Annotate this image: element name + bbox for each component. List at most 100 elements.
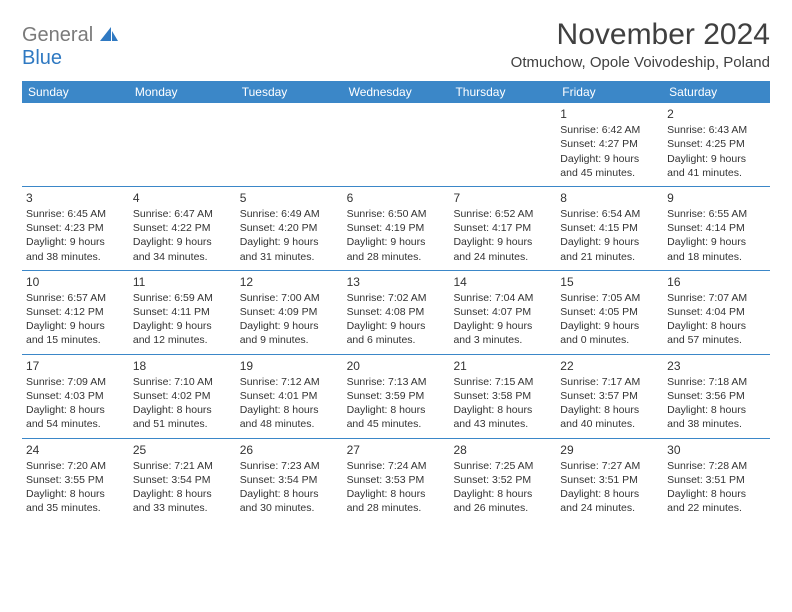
daylight-text: and 18 minutes. xyxy=(667,250,766,264)
sunset-text: Sunset: 4:17 PM xyxy=(453,221,552,235)
sunrise-text: Sunrise: 6:57 AM xyxy=(26,291,125,305)
daylight-text: Daylight: 9 hours xyxy=(26,319,125,333)
day-number: 23 xyxy=(667,358,766,374)
sunrise-text: Sunrise: 7:21 AM xyxy=(133,459,232,473)
sunset-text: Sunset: 4:15 PM xyxy=(560,221,659,235)
day-cell: 12Sunrise: 7:00 AMSunset: 4:09 PMDayligh… xyxy=(236,271,343,354)
sunrise-text: Sunrise: 6:59 AM xyxy=(133,291,232,305)
weekday-header-thu: Thursday xyxy=(449,81,556,103)
day-number: 3 xyxy=(26,190,125,206)
sunset-text: Sunset: 4:07 PM xyxy=(453,305,552,319)
daylight-text: Daylight: 8 hours xyxy=(240,403,339,417)
daylight-text: Daylight: 8 hours xyxy=(560,487,659,501)
daylight-text: and 40 minutes. xyxy=(560,417,659,431)
logo-word-general: General xyxy=(22,24,93,46)
sunset-text: Sunset: 4:23 PM xyxy=(26,221,125,235)
sunrise-text: Sunrise: 7:10 AM xyxy=(133,375,232,389)
daylight-text: Daylight: 8 hours xyxy=(26,487,125,501)
daylight-text: and 0 minutes. xyxy=(560,333,659,347)
daylight-text: Daylight: 9 hours xyxy=(240,319,339,333)
daylight-text: and 41 minutes. xyxy=(667,166,766,180)
day-number: 12 xyxy=(240,274,339,290)
sunset-text: Sunset: 3:59 PM xyxy=(347,389,446,403)
sunrise-text: Sunrise: 7:20 AM xyxy=(26,459,125,473)
day-cell: 26Sunrise: 7:23 AMSunset: 3:54 PMDayligh… xyxy=(236,439,343,522)
day-number: 28 xyxy=(453,442,552,458)
daylight-text: and 9 minutes. xyxy=(240,333,339,347)
day-number: 30 xyxy=(667,442,766,458)
day-cell: 21Sunrise: 7:15 AMSunset: 3:58 PMDayligh… xyxy=(449,355,556,438)
weekday-header-wed: Wednesday xyxy=(343,81,450,103)
daylight-text: Daylight: 8 hours xyxy=(347,487,446,501)
sunset-text: Sunset: 3:53 PM xyxy=(347,473,446,487)
sunset-text: Sunset: 4:05 PM xyxy=(560,305,659,319)
day-cell: 8Sunrise: 6:54 AMSunset: 4:15 PMDaylight… xyxy=(556,187,663,270)
sunset-text: Sunset: 3:52 PM xyxy=(453,473,552,487)
daylight-text: and 33 minutes. xyxy=(133,501,232,515)
day-cell: 23Sunrise: 7:18 AMSunset: 3:56 PMDayligh… xyxy=(663,355,770,438)
sunrise-text: Sunrise: 7:04 AM xyxy=(453,291,552,305)
day-number: 22 xyxy=(560,358,659,374)
sunrise-text: Sunrise: 7:07 AM xyxy=(667,291,766,305)
sunrise-text: Sunrise: 6:49 AM xyxy=(240,207,339,221)
sunset-text: Sunset: 4:20 PM xyxy=(240,221,339,235)
day-cell: 4Sunrise: 6:47 AMSunset: 4:22 PMDaylight… xyxy=(129,187,236,270)
day-number: 1 xyxy=(560,106,659,122)
sunset-text: Sunset: 4:08 PM xyxy=(347,305,446,319)
sunset-text: Sunset: 3:57 PM xyxy=(560,389,659,403)
day-number: 26 xyxy=(240,442,339,458)
day-number: 9 xyxy=(667,190,766,206)
daylight-text: and 57 minutes. xyxy=(667,333,766,347)
week-row: 17Sunrise: 7:09 AMSunset: 4:03 PMDayligh… xyxy=(22,355,770,439)
daylight-text: and 34 minutes. xyxy=(133,250,232,264)
daylight-text: and 45 minutes. xyxy=(560,166,659,180)
day-cell xyxy=(129,103,236,186)
daylight-text: and 15 minutes. xyxy=(26,333,125,347)
daylight-text: and 54 minutes. xyxy=(26,417,125,431)
sunrise-text: Sunrise: 6:55 AM xyxy=(667,207,766,221)
day-cell: 17Sunrise: 7:09 AMSunset: 4:03 PMDayligh… xyxy=(22,355,129,438)
weekday-header-fri: Friday xyxy=(556,81,663,103)
brand-logo: General Blue xyxy=(22,18,118,70)
day-cell: 15Sunrise: 7:05 AMSunset: 4:05 PMDayligh… xyxy=(556,271,663,354)
sunset-text: Sunset: 4:09 PM xyxy=(240,305,339,319)
day-cell: 7Sunrise: 6:52 AMSunset: 4:17 PMDaylight… xyxy=(449,187,556,270)
daylight-text: Daylight: 8 hours xyxy=(240,487,339,501)
daylight-text: Daylight: 8 hours xyxy=(347,403,446,417)
sunset-text: Sunset: 4:22 PM xyxy=(133,221,232,235)
weekday-header-sat: Saturday xyxy=(663,81,770,103)
day-cell: 18Sunrise: 7:10 AMSunset: 4:02 PMDayligh… xyxy=(129,355,236,438)
sunrise-text: Sunrise: 7:00 AM xyxy=(240,291,339,305)
daylight-text: and 28 minutes. xyxy=(347,501,446,515)
daylight-text: and 24 minutes. xyxy=(560,501,659,515)
sunset-text: Sunset: 4:12 PM xyxy=(26,305,125,319)
daylight-text: Daylight: 9 hours xyxy=(347,319,446,333)
daylight-text: Daylight: 8 hours xyxy=(667,487,766,501)
sunrise-text: Sunrise: 7:17 AM xyxy=(560,375,659,389)
day-number: 10 xyxy=(26,274,125,290)
sunset-text: Sunset: 3:51 PM xyxy=(667,473,766,487)
sunrise-text: Sunrise: 7:24 AM xyxy=(347,459,446,473)
sunrise-text: Sunrise: 7:18 AM xyxy=(667,375,766,389)
sunset-text: Sunset: 4:27 PM xyxy=(560,137,659,151)
daylight-text: and 6 minutes. xyxy=(347,333,446,347)
sunset-text: Sunset: 3:58 PM xyxy=(453,389,552,403)
sunset-text: Sunset: 4:19 PM xyxy=(347,221,446,235)
sunset-text: Sunset: 4:02 PM xyxy=(133,389,232,403)
daylight-text: Daylight: 8 hours xyxy=(667,403,766,417)
sunset-text: Sunset: 4:25 PM xyxy=(667,137,766,151)
sunrise-text: Sunrise: 7:12 AM xyxy=(240,375,339,389)
day-cell xyxy=(22,103,129,186)
sunset-text: Sunset: 3:51 PM xyxy=(560,473,659,487)
week-row: 24Sunrise: 7:20 AMSunset: 3:55 PMDayligh… xyxy=(22,439,770,522)
sunset-text: Sunset: 3:55 PM xyxy=(26,473,125,487)
day-number: 7 xyxy=(453,190,552,206)
weekday-header-row: Sunday Monday Tuesday Wednesday Thursday… xyxy=(22,81,770,103)
day-cell: 24Sunrise: 7:20 AMSunset: 3:55 PMDayligh… xyxy=(22,439,129,522)
daylight-text: Daylight: 9 hours xyxy=(453,235,552,249)
daylight-text: and 38 minutes. xyxy=(667,417,766,431)
day-number: 21 xyxy=(453,358,552,374)
day-number: 14 xyxy=(453,274,552,290)
sunrise-text: Sunrise: 7:02 AM xyxy=(347,291,446,305)
day-cell: 5Sunrise: 6:49 AMSunset: 4:20 PMDaylight… xyxy=(236,187,343,270)
